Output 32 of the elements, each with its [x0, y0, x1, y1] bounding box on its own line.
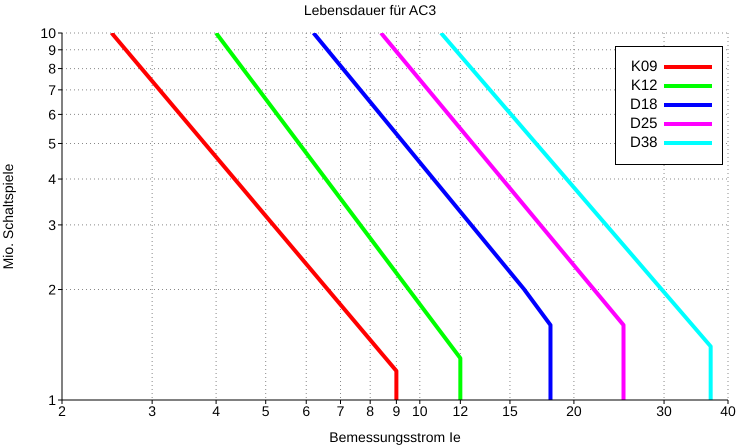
y-tick-label: 8 — [48, 60, 56, 77]
y-axis-title: Mio. Schaltspiele — [0, 163, 16, 270]
chart-title: Lebensdauer für AC3 — [302, 2, 438, 18]
x-tick-label: 4 — [212, 402, 220, 419]
x-tick-label: 8 — [366, 402, 374, 419]
x-tick-label: 20 — [566, 402, 582, 419]
x-tick-label: 15 — [502, 402, 518, 419]
y-tick-label: 9 — [48, 42, 56, 58]
legend-label: D25 — [630, 114, 658, 133]
x-tick-label: 7 — [336, 402, 345, 419]
x-tick-label: 10 — [412, 402, 428, 419]
x-tick-label: 3 — [148, 402, 156, 419]
y-tick-label: 2 — [48, 281, 56, 298]
legend-label: K09 — [630, 57, 658, 76]
x-tick-label: 9 — [392, 402, 400, 419]
y-tick-label: 3 — [48, 216, 56, 233]
x-axis-title: Bemessungsstrom Ie — [329, 429, 461, 445]
y-tick-label: 4 — [48, 171, 56, 188]
y-tick-label: 1 — [48, 392, 56, 408]
legend-label: D18 — [630, 95, 658, 114]
x-tick-label: 40 — [720, 402, 736, 419]
y-tick-label: 5 — [48, 135, 56, 152]
y-tick-label: 10 — [40, 24, 56, 41]
y-tick-label: 7 — [48, 82, 56, 98]
x-tick-label: 2 — [58, 402, 66, 419]
x-tick-label: 5 — [262, 402, 270, 419]
x-tick-label: 12 — [452, 402, 468, 419]
legend-label: K12 — [630, 76, 658, 95]
x-tick-label: 30 — [656, 402, 672, 419]
legend-label: D38 — [630, 133, 658, 152]
x-tick-label: 6 — [302, 402, 310, 419]
y-tick-label: 6 — [48, 106, 56, 122]
